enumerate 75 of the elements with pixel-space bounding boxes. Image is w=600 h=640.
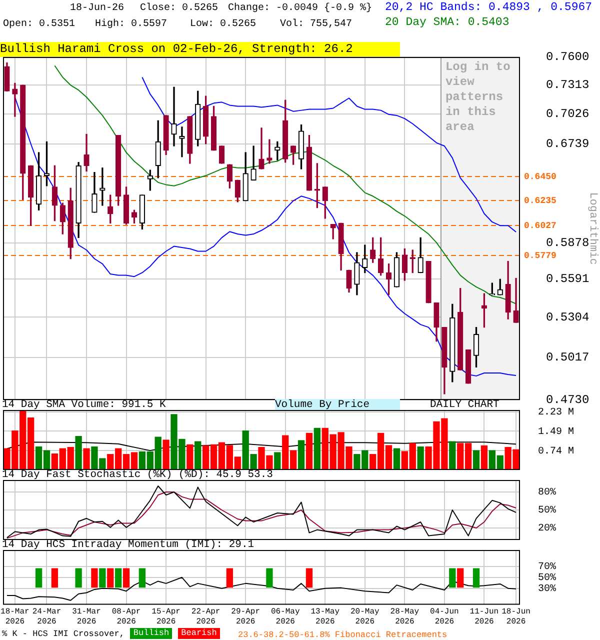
text: High: 0.5597 <box>95 19 168 31</box>
x-tick-label: 18-Jun 2026 <box>502 608 531 626</box>
ref-line-label: 0.6235 <box>524 196 556 206</box>
y-tick-label: 1.49 M <box>538 426 574 438</box>
x-tick-label: 22-Apr 2026 <box>191 608 220 626</box>
ref-line-label: 0.6450 <box>524 172 556 182</box>
y-tick-label: 70% <box>538 562 556 574</box>
x-tick-label: 04-Jun 2026 <box>430 608 460 626</box>
candlestick <box>179 126 185 158</box>
y-tick-label: 0.6739 <box>546 137 590 152</box>
y-tick-label: 30% <box>538 584 556 595</box>
bar <box>480 445 488 470</box>
x-tick-label: 15-Apr 2026 <box>152 608 181 626</box>
x-tick-label: 06-May 2026 <box>270 608 300 626</box>
bar <box>83 448 90 470</box>
y-tick-label: 2.23 M <box>538 407 574 418</box>
text: Close: 0.5265 <box>140 3 218 15</box>
band-label: Log in to view patterns in this area <box>445 60 510 134</box>
annotation: Volume By Price <box>275 399 400 411</box>
x-tick-label: 18-Mar 2026 <box>0 608 30 626</box>
bar <box>186 444 194 470</box>
chart-title: 14 Day Fast Stochastic (%K) (%D): 45.9 53.3 <box>2 469 273 481</box>
y-tick-label: 0.5017 <box>546 350 590 365</box>
y-tick-label: 0.7600 <box>546 50 590 64</box>
ref-line-label: 0.5779 <box>524 250 556 261</box>
candlestick <box>266 139 272 164</box>
text: Low: 0.5265 <box>190 19 256 31</box>
x-tick-label: 31-Mar 2026 <box>72 608 102 626</box>
legend-title: % K - HCS IMI Crossover, <box>2 628 124 638</box>
bar <box>194 441 202 470</box>
x-tick-label: 20-May 2026 <box>350 608 380 626</box>
x-tick-label: 28-May 2026 <box>390 608 420 626</box>
text: Vol: 755,547 <box>280 19 352 31</box>
text: 18-Jun-26 <box>70 3 124 15</box>
y-tick-label: 50% <box>538 573 556 584</box>
y-tick-label: 0.5304 <box>546 310 590 324</box>
text: 20,2 HC Bands: 0.4893 , 0.5967 <box>385 1 592 14</box>
bar <box>306 432 313 470</box>
y-tick-label: 0.7313 <box>546 78 590 92</box>
bar <box>472 450 480 470</box>
annotation: DAILY CHART <box>430 399 500 411</box>
text: 23.6-38.2-50-61.8% Fibonacci Retracements <box>238 629 448 640</box>
bar <box>393 448 400 470</box>
bar <box>75 436 82 470</box>
y-tick-label: 0.4730 <box>546 393 590 408</box>
y-tick-label: 0.5591 <box>546 272 590 286</box>
bar <box>417 446 424 470</box>
x-tick-label: 13-May 2026 <box>310 608 340 626</box>
x-tick-label: 11-Jun 2026 <box>470 608 499 626</box>
x-tick-label: 29-Apr 2026 <box>231 608 260 626</box>
text: Change: -0.0049 {-0.9 %} <box>228 3 372 15</box>
text: Bearish <box>178 628 220 639</box>
text: Bullish <box>130 628 172 639</box>
bar <box>162 440 170 470</box>
ref-line-label: 0.6027 <box>524 220 556 231</box>
y-tick-label: 0.74 M <box>538 446 574 458</box>
x-tick-label: 24-Mar 2026 <box>32 608 62 626</box>
y-tick-label: 20% <box>538 524 556 535</box>
bar <box>449 441 456 470</box>
bar <box>298 440 305 470</box>
bar <box>314 428 321 470</box>
chart-title: 14 Day SMA Volume: 991.5 K <box>2 399 166 411</box>
y-tick-label: 80% <box>538 488 556 499</box>
candlestick <box>171 86 177 146</box>
chart-title: Bullish Harami Cross on 02-Feb-26, Strength: 26.2 <box>0 42 400 57</box>
candlestick <box>12 82 18 117</box>
y-tick-label: 50% <box>538 506 556 517</box>
y-tick-label: 0.5878 <box>546 236 590 250</box>
text: Open: 0.5351 <box>3 19 76 31</box>
y-tick-label: 0.7026 <box>546 106 590 121</box>
candlestick <box>258 128 264 170</box>
chart-title: 14 Day HCS Intraday Momentum (IMI): 29.1 <box>2 539 254 551</box>
text: 20 Day SMA: 0.5403 <box>385 16 510 29</box>
x-tick-label: 08-Apr 2026 <box>112 608 141 626</box>
bar <box>274 452 281 470</box>
